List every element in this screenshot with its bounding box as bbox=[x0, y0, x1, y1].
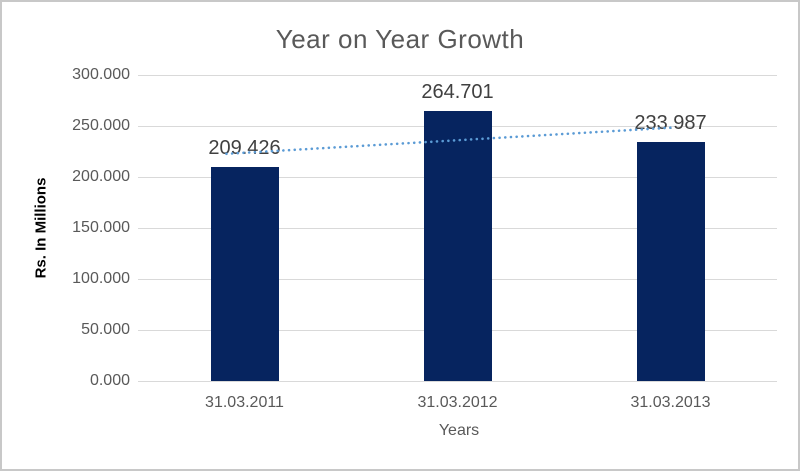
x-tick-label: 31.03.2013 bbox=[630, 394, 711, 411]
x-axis-title: Years bbox=[438, 422, 480, 439]
y-tick-label: 200.000 bbox=[72, 168, 130, 185]
bar-31.03.2011 bbox=[210, 167, 279, 381]
y-tick-label: 250.000 bbox=[72, 117, 130, 134]
bar-31.03.2013 bbox=[636, 142, 705, 381]
y-tick-label: 100.000 bbox=[72, 270, 130, 287]
y-tick-label: 0.000 bbox=[89, 372, 130, 389]
x-tick-label: 31.03.2012 bbox=[417, 394, 498, 411]
plot-area: 209.426 264.701 233.987 bbox=[138, 74, 777, 382]
trendline bbox=[225, 126, 677, 156]
bar-31.03.2012 bbox=[423, 111, 492, 381]
x-axis-line bbox=[138, 380, 777, 382]
trendline-path bbox=[225, 126, 677, 156]
y-tick-label: 50.000 bbox=[81, 321, 130, 338]
gridline bbox=[138, 74, 777, 76]
y-tick-label: 300.000 bbox=[72, 66, 130, 83]
x-tick-label: 31.03.2011 bbox=[205, 394, 284, 411]
data-label: 264.701 bbox=[421, 81, 494, 103]
y-tick-label: 150.000 bbox=[72, 219, 130, 236]
chart-title: Year on Year Growth bbox=[275, 24, 525, 54]
